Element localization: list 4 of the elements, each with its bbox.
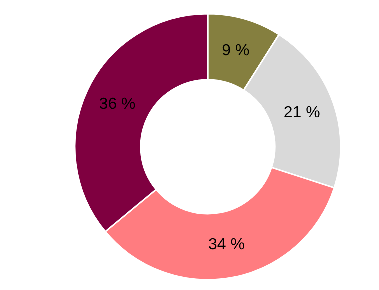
data-label: 34 %: [208, 236, 245, 254]
data-label: 9 %: [222, 42, 250, 60]
data-label: 21 %: [284, 104, 320, 122]
data-label: 36 %: [99, 96, 136, 113]
